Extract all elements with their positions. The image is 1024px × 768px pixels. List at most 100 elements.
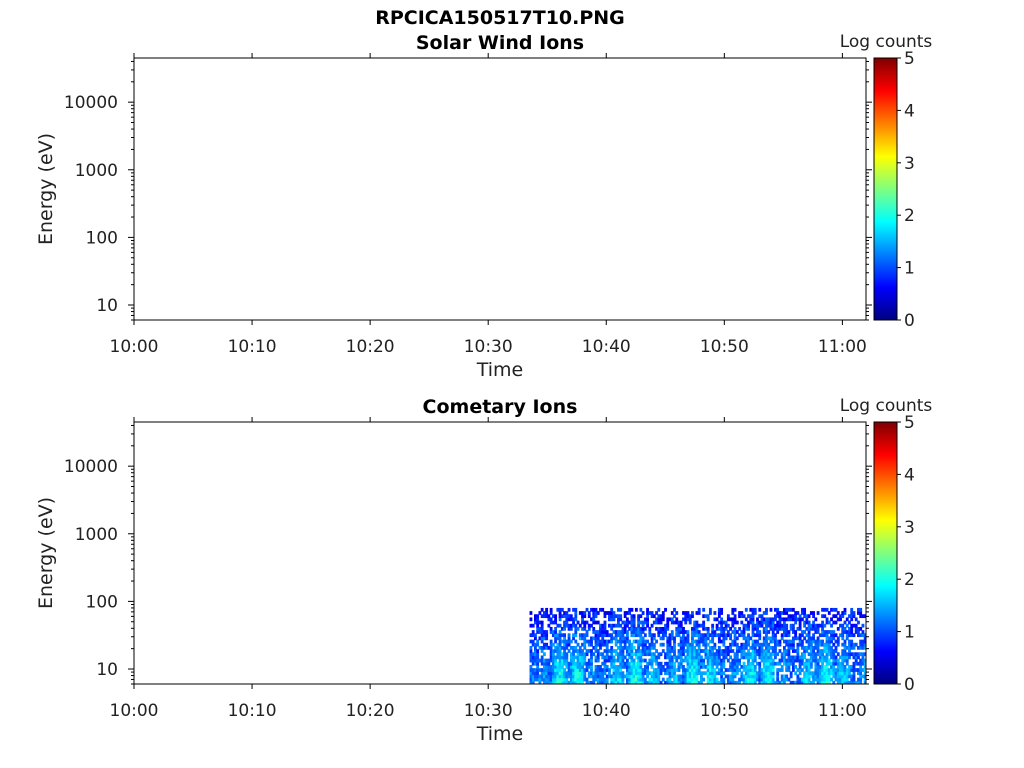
heatmap-cell (744, 655, 748, 660)
heatmap-cell (664, 668, 667, 672)
heatmap-cell (650, 661, 654, 666)
heatmap-cell (765, 652, 768, 657)
x-tick-label: 10:20 (346, 701, 395, 721)
heatmap-cell (695, 658, 699, 663)
heatmap-cell (722, 680, 726, 684)
heatmap-cell (637, 639, 641, 644)
heatmap-cell (558, 661, 562, 666)
heatmap-cell (717, 652, 721, 657)
heatmap-cell (621, 661, 625, 666)
heatmap-cell (632, 674, 636, 679)
y-tick-label: 10 (96, 660, 118, 680)
heatmap-cell (581, 671, 584, 676)
heatmap-cell (632, 664, 636, 669)
heatmap-cell (848, 664, 851, 669)
heatmap-cell (655, 649, 658, 653)
heatmap-cell (673, 620, 676, 625)
heatmap-cell (798, 661, 802, 666)
heatmap-cell (639, 658, 643, 663)
heatmap-cell (713, 655, 717, 660)
heatmap-cell (850, 668, 854, 672)
heatmap-cell (785, 617, 789, 622)
heatmap-cell (830, 633, 833, 638)
heatmap-cell (612, 680, 616, 684)
heatmap-cell (863, 614, 866, 619)
heatmap-cell (661, 649, 665, 653)
heatmap-cell (859, 674, 863, 679)
heatmap-cell (731, 668, 735, 672)
heatmap-cell (693, 680, 697, 684)
heatmap-cell (774, 617, 777, 622)
heatmap-cell (632, 626, 636, 631)
heatmap-cell (630, 658, 634, 663)
heatmap-cell (630, 671, 634, 676)
heatmap-cell (547, 680, 551, 684)
heatmap-cell (691, 674, 694, 679)
heatmap-cell (668, 671, 672, 676)
heatmap-cell (691, 611, 694, 615)
heatmap-cell (551, 661, 555, 666)
heatmap-cell (596, 674, 600, 679)
heatmap-cell (796, 668, 800, 672)
heatmap-cell (628, 655, 632, 660)
heatmap-cell (625, 668, 629, 672)
heatmap-cell (641, 671, 645, 676)
heatmap-cell (558, 642, 562, 647)
heatmap-cell (603, 623, 607, 628)
heatmap-cell (592, 674, 596, 679)
heatmap-cell (771, 664, 775, 669)
heatmap-cell (769, 668, 773, 672)
heatmap-cell (697, 639, 701, 644)
heatmap-cell (823, 607, 827, 612)
heatmap-cell (729, 664, 732, 669)
heatmap-cell (702, 658, 706, 663)
heatmap-cell (816, 671, 820, 676)
heatmap-cell (648, 677, 652, 682)
heatmap-cell (630, 614, 634, 619)
heatmap-cell (825, 677, 829, 682)
heatmap-cell (601, 639, 605, 644)
heatmap-cell (576, 655, 580, 660)
heatmap-cell (814, 655, 818, 660)
heatmap-cell (610, 626, 614, 631)
heatmap-cell (549, 626, 553, 631)
heatmap-cell (652, 645, 656, 650)
heatmap-cell (576, 668, 580, 672)
heatmap-cell (639, 664, 643, 669)
heatmap-cell (599, 668, 602, 672)
heatmap-cell (666, 677, 670, 682)
heatmap-cell (612, 614, 616, 619)
heatmap-cell (827, 677, 831, 682)
heatmap-cell (836, 677, 840, 682)
heatmap-cell (538, 645, 542, 650)
heatmap-cell (659, 668, 663, 672)
heatmap-cell (650, 680, 654, 684)
heatmap-cell (861, 639, 865, 644)
heatmap-cell (641, 611, 645, 615)
heatmap-cell (603, 620, 607, 625)
heatmap-cell (632, 661, 636, 666)
heatmap-cell (686, 664, 690, 669)
heatmap-cell (646, 649, 649, 653)
heatmap-cell (742, 633, 746, 638)
heatmap-cell (534, 668, 537, 672)
heatmap-cell (673, 642, 676, 647)
heatmap-cell (841, 649, 845, 653)
heatmap-cell (686, 639, 690, 644)
heatmap-cell (765, 680, 768, 684)
heatmap-cell (576, 626, 580, 631)
heatmap-cell (567, 642, 571, 647)
heatmap-cell (747, 623, 750, 628)
heatmap-cell (574, 617, 578, 622)
heatmap-cell (762, 655, 766, 660)
x-tick-label: 10:40 (582, 701, 631, 721)
heatmap-cell (778, 620, 782, 625)
heatmap-cell (619, 661, 623, 666)
heatmap-cell (594, 620, 598, 625)
heatmap-cell (648, 630, 652, 634)
heatmap-cell (832, 614, 836, 619)
heatmap-cell (729, 661, 732, 666)
heatmap-cell (812, 658, 815, 663)
heatmap-cell (628, 671, 632, 676)
heatmap-cell (756, 623, 759, 628)
